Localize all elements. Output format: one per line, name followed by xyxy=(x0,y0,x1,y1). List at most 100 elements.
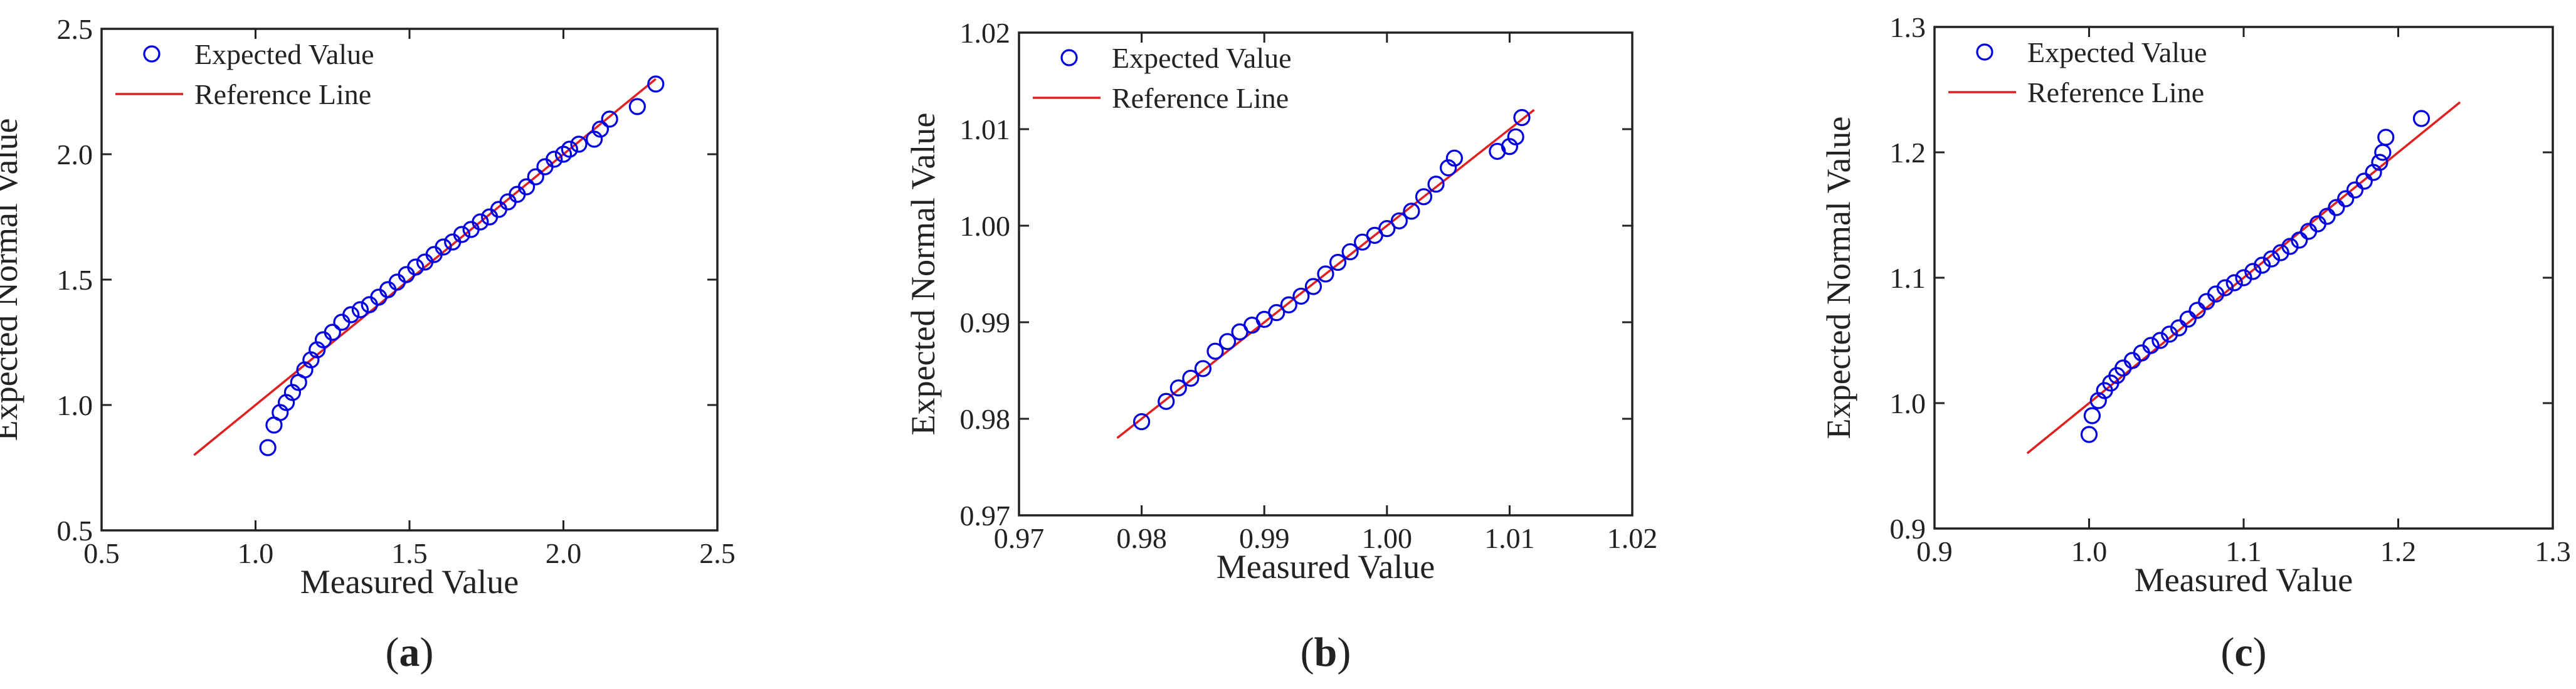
data-point xyxy=(435,238,452,256)
y-tick-label: 0.5 xyxy=(57,515,93,547)
data-point xyxy=(601,110,618,128)
plot-area xyxy=(1116,108,1535,439)
data-point xyxy=(1182,369,1200,387)
legend-marker-expected xyxy=(143,45,161,63)
y-tick-label: 0.9 xyxy=(1890,513,1926,545)
data-point xyxy=(342,306,360,323)
data-point xyxy=(2337,190,2355,208)
data-point xyxy=(546,150,563,168)
y-tick-label: 1.01 xyxy=(960,113,1011,145)
y-tick-label: 1.3 xyxy=(1890,11,1926,43)
legend-label-reference: Reference Line xyxy=(1112,82,1289,114)
data-point xyxy=(1268,304,1285,322)
data-point xyxy=(2207,285,2225,303)
data-point xyxy=(1415,188,1433,206)
data-point xyxy=(2355,172,2373,190)
data-point xyxy=(1445,149,1463,167)
legend: Expected Value Reference Line xyxy=(1948,36,2207,108)
data-point xyxy=(2235,269,2252,287)
y-tick-label: 1.0 xyxy=(1890,387,1926,419)
x-tick-label: 1.2 xyxy=(2380,535,2417,567)
legend-label-expected: Expected Value xyxy=(194,38,374,70)
data-point xyxy=(1169,379,1187,397)
reference-line xyxy=(193,78,657,456)
data-point xyxy=(2377,129,2395,146)
data-point xyxy=(2412,110,2431,127)
data-point xyxy=(628,98,646,115)
y-tick-label: 0.98 xyxy=(960,403,1011,435)
legend-label-reference: Reference Line xyxy=(194,78,371,110)
x-tick-label: 2.5 xyxy=(699,537,736,569)
legend: Expected Value Reference Line xyxy=(115,38,374,110)
panel-label-letter: c xyxy=(2234,629,2252,675)
plot-area xyxy=(2026,101,2461,455)
data-point xyxy=(1403,202,1420,220)
data-point xyxy=(2318,208,2336,225)
x-tick-label: 1.1 xyxy=(2225,535,2262,567)
x-tick-label: 1.02 xyxy=(1607,522,1658,554)
data-point xyxy=(1304,278,1322,295)
data-point xyxy=(1427,176,1445,193)
legend-label-expected: Expected Value xyxy=(2027,36,2207,68)
data-point xyxy=(2188,302,2206,319)
data-point xyxy=(1132,413,1151,431)
data-point xyxy=(591,120,610,138)
data-point xyxy=(1317,265,1334,283)
x-tick-label: 0.99 xyxy=(1239,522,1290,554)
panel-label: (b) xyxy=(1301,629,1351,675)
data-point xyxy=(1292,287,1310,305)
data-point xyxy=(1158,392,1175,410)
data-point xyxy=(1507,128,1524,145)
data-point xyxy=(2244,263,2262,280)
data-point xyxy=(407,258,425,276)
panel-label-letter: b xyxy=(1314,629,1338,675)
data-point xyxy=(517,178,536,196)
panel-label-letter: a xyxy=(399,629,420,675)
data-point xyxy=(1390,212,1408,229)
panel-a: 0.5 1.0 1.5 2.0 2.5 0.5 1.0 1.5 2.0 2.5 Measured V… xyxy=(0,13,736,675)
y-tick-label: 1.00 xyxy=(960,210,1011,242)
data-point xyxy=(1280,296,1297,313)
panel-label: (c) xyxy=(2220,629,2266,675)
x-tick-label: 1.0 xyxy=(238,537,274,569)
y-tick-label: 1.02 xyxy=(960,17,1011,49)
data-point xyxy=(647,75,665,93)
data-point xyxy=(561,140,578,158)
data-point xyxy=(1440,159,1457,177)
panel-label: (a) xyxy=(386,629,434,675)
x-tick-label: 1.0 xyxy=(2071,535,2108,567)
data-point xyxy=(259,439,277,456)
panel-c: 0.9 1.0 1.1 1.2 1.3 0.9 1.0 1.1 1.2 1.3 Measured V… xyxy=(1820,11,2571,675)
data-point xyxy=(1341,243,1359,261)
data-point xyxy=(472,213,489,231)
plot-area xyxy=(193,75,665,456)
y-tick-label: 1.0 xyxy=(57,389,93,421)
data-point xyxy=(1194,360,1212,377)
data-point xyxy=(2083,407,2101,424)
x-tick-label: 0.98 xyxy=(1116,522,1167,554)
y-axis-label: Expected Normal Value xyxy=(904,113,942,436)
data-point xyxy=(527,168,544,186)
y-tick-label: 1.1 xyxy=(1890,262,1926,294)
panel-b: 0.97 0.98 0.99 1.00 1.01 1.02 0.97 0.98 0.99 1.00… xyxy=(904,17,1657,675)
data-point xyxy=(2170,319,2188,337)
x-tick-label: 2.0 xyxy=(546,537,582,569)
x-axis-label: Measured Value xyxy=(2135,561,2353,599)
x-axis-label: Measured Value xyxy=(1217,548,1435,586)
legend-label-expected: Expected Value xyxy=(1112,42,1292,74)
data-point xyxy=(2151,332,2169,349)
legend-marker-expected xyxy=(1060,49,1078,66)
data-point xyxy=(2281,238,2299,255)
x-tick-label: 0.9 xyxy=(1916,535,1953,567)
data-point xyxy=(351,301,369,318)
plot-frame xyxy=(1018,31,1634,517)
x-tick-label: 1.00 xyxy=(1362,522,1413,554)
x-tick-label: 0.97 xyxy=(994,522,1045,554)
y-tick-label: 2.5 xyxy=(57,13,93,45)
data-point xyxy=(453,226,471,243)
y-tick-label: 2.0 xyxy=(57,139,93,171)
data-point xyxy=(2142,337,2160,354)
data-point xyxy=(570,135,588,153)
data-point xyxy=(1218,333,1237,350)
data-point xyxy=(1513,108,1531,127)
